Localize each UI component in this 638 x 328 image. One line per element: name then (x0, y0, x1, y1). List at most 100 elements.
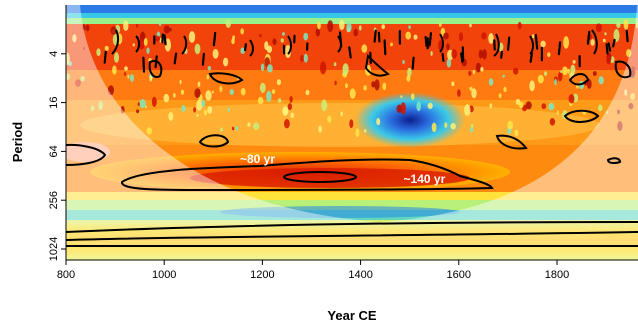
speckle (334, 80, 337, 86)
speckle (444, 122, 448, 128)
speckle (468, 70, 472, 76)
speckle (207, 106, 213, 114)
speckle (488, 33, 494, 44)
y-tick-label: 4 (48, 51, 60, 57)
speckle (402, 60, 405, 64)
significance-mark (605, 43, 609, 55)
significance-contours (66, 29, 638, 248)
speckle (416, 101, 422, 112)
speckle (124, 66, 128, 71)
significance-mark (244, 43, 247, 52)
speckle-layer (66, 19, 638, 137)
speckle (289, 96, 293, 103)
speckle (532, 34, 535, 39)
speckle (518, 101, 524, 109)
speckle (201, 99, 206, 108)
speckle (353, 28, 359, 37)
speckle (446, 43, 450, 51)
speckle (517, 21, 522, 30)
speckle (635, 23, 638, 29)
x-tick-label: 800 (57, 269, 75, 281)
speckle (231, 38, 235, 45)
y-tick-label: 1024 (48, 237, 60, 261)
speckle (413, 34, 418, 40)
speckle (120, 105, 125, 114)
speckle (173, 93, 176, 98)
speckle (411, 93, 415, 100)
speckle (480, 66, 484, 72)
x-tick-label: 1600 (447, 269, 471, 281)
speckle (267, 64, 273, 73)
speckle (471, 123, 474, 128)
significance-mark (163, 34, 167, 46)
speckle (290, 112, 295, 119)
speckle (563, 36, 569, 49)
speckle (107, 85, 114, 96)
speckle (604, 32, 607, 36)
speckle (592, 71, 597, 76)
y-tick-label: 64 (48, 145, 60, 157)
speckle (235, 125, 239, 131)
speckle (266, 90, 272, 102)
significance-mark (507, 36, 511, 51)
significance-mark (534, 33, 539, 50)
speckle (630, 93, 636, 100)
speckle (143, 37, 148, 47)
speckle (193, 107, 197, 113)
speckle (400, 102, 407, 115)
significance-mark (500, 50, 503, 59)
speckle (240, 88, 246, 96)
speckle (197, 81, 201, 87)
speckle (513, 67, 519, 75)
speckle (606, 56, 611, 65)
plot-area (66, 5, 638, 260)
speckle (430, 51, 433, 56)
speckle (407, 67, 412, 77)
speckle (231, 126, 235, 131)
speckle (623, 19, 629, 30)
speckle (507, 120, 513, 130)
speckle (464, 104, 471, 116)
speckle (282, 107, 289, 116)
speckle (139, 99, 146, 109)
speckle (438, 22, 442, 27)
speckle (408, 25, 411, 29)
speckle (363, 85, 367, 91)
significance-mark (586, 30, 591, 45)
x-axis: 800 1000 1200 1400 1600 1800 (57, 259, 638, 281)
significance-mark (625, 29, 629, 43)
y-axis-title: Period (10, 122, 25, 163)
speckle (557, 71, 563, 82)
significance-mark (529, 52, 534, 63)
speckle (489, 103, 493, 109)
significance-mark (411, 56, 415, 70)
speckle (253, 122, 260, 130)
significance-mark (173, 52, 178, 65)
speckle (132, 43, 135, 47)
speckle (602, 38, 606, 43)
annotation-80yr: ~80 yr (240, 152, 275, 166)
speckle (390, 42, 393, 47)
speckle (98, 100, 103, 111)
speckle (549, 118, 556, 126)
speckle (562, 66, 568, 75)
speckle (272, 38, 277, 45)
speckle (626, 49, 632, 58)
speckle (345, 83, 348, 89)
speckle (321, 99, 328, 112)
speckle (264, 41, 269, 51)
speckle (333, 62, 337, 67)
speckle (259, 33, 262, 38)
speckle (225, 20, 231, 28)
speckle (617, 121, 623, 131)
significance-mark (377, 31, 381, 43)
speckle (514, 129, 519, 137)
speckle (361, 44, 368, 53)
speckle (406, 75, 411, 82)
speckle (318, 125, 322, 133)
significance-mark (212, 31, 217, 47)
speckle (537, 74, 544, 84)
speckle (405, 31, 412, 40)
speckle (617, 109, 620, 115)
